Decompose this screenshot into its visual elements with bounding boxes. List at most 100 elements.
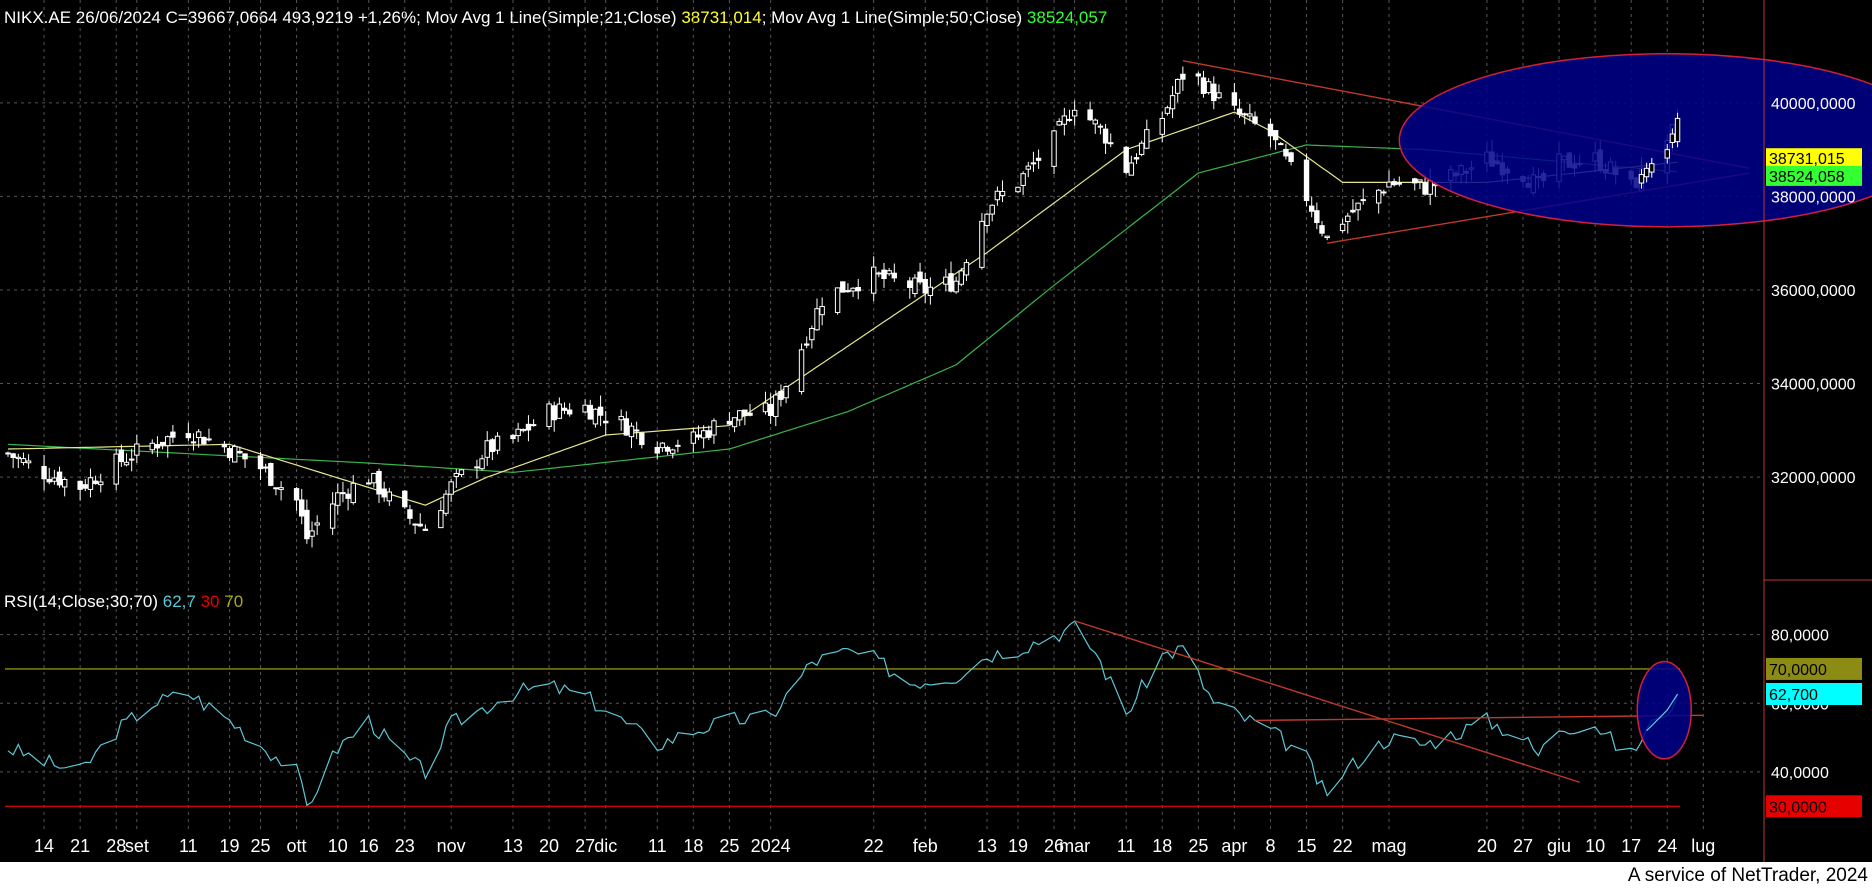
date-tick-label: 25 (719, 836, 739, 856)
date-tick-label: 19 (220, 836, 240, 856)
candle-body (881, 269, 887, 280)
candle-body (989, 204, 995, 215)
candle-body (1252, 116, 1258, 124)
rsi-trendline (1255, 714, 1704, 722)
candle-body (1180, 73, 1186, 80)
candle-body (489, 439, 496, 453)
candle-body (165, 436, 171, 447)
candle-body (814, 308, 820, 331)
candle-body (381, 488, 387, 498)
candle-body (1092, 119, 1098, 125)
candle-body (128, 458, 135, 461)
candle-body (5, 452, 11, 455)
ma21-legend-value: 38731,014 (681, 8, 761, 27)
candle-body (304, 509, 310, 540)
candle-body (92, 480, 99, 485)
candle-body (1669, 133, 1676, 143)
candle-body (628, 425, 635, 438)
date-tick-label: 26 (1044, 836, 1064, 856)
candle-body (1164, 107, 1171, 114)
candle-body (1314, 210, 1320, 224)
candle-body (1339, 223, 1346, 232)
candle-body (566, 409, 573, 415)
price-tick-label: 34000,0000 (1771, 377, 1856, 394)
date-tick-label: feb (913, 836, 938, 856)
date-tick-label: set (125, 836, 149, 856)
candle-body (1144, 129, 1150, 149)
candle-body (1396, 182, 1402, 185)
rsi-levels (5, 668, 1680, 807)
candle-body (747, 412, 753, 416)
candle-body (984, 213, 990, 226)
candle-body (268, 463, 274, 486)
candle-body (1417, 179, 1423, 183)
candle-body (1355, 202, 1361, 211)
candle-body (1108, 142, 1114, 145)
rsi-series (7, 620, 1679, 807)
candle-body (82, 484, 88, 489)
candle-body (56, 471, 63, 486)
candle-body (690, 431, 697, 444)
candle-body (1020, 173, 1026, 186)
candle-body (999, 190, 1006, 197)
candle-body (670, 449, 676, 454)
price-header: NIKX.AE 26/06/2024 C=39667,0664 493,9219… (4, 8, 1107, 27)
candle-body (1360, 199, 1366, 202)
candle-body (742, 409, 748, 417)
candle-body (623, 418, 630, 436)
date-tick-label: 21 (70, 836, 90, 856)
candle-body (948, 273, 954, 292)
candle-body (278, 487, 284, 490)
candle-body (206, 438, 212, 441)
candle-body (1643, 167, 1650, 178)
candle-body (1381, 191, 1387, 194)
candle-body (1128, 162, 1135, 176)
date-tick-label: 18 (1152, 836, 1172, 856)
candle-body (1422, 182, 1428, 195)
candle-body (1303, 159, 1310, 202)
candle-body (726, 420, 733, 425)
candle-body (185, 433, 192, 439)
date-tick-label: 10 (1585, 836, 1605, 856)
candle-body (1216, 92, 1222, 99)
date-tick-label: 20 (1477, 836, 1497, 856)
candle-body (1205, 81, 1212, 94)
candle-body (1056, 121, 1062, 126)
date-tick-label: 17 (1621, 836, 1641, 856)
candle-body (711, 420, 717, 436)
rsi-label: RSI(14;Close;30;70) (4, 592, 158, 611)
footer-credit: A service of NetTrader, 2024 (1627, 865, 1868, 886)
candle-body (1391, 181, 1397, 186)
candle-body (15, 456, 22, 460)
ma21-price-tag: 38731,015 (1769, 151, 1845, 168)
candle-body (592, 408, 599, 425)
candle-body (618, 415, 624, 421)
candle-body (1638, 174, 1645, 184)
date-tick-label: 15 (1297, 836, 1317, 856)
date-tick-label: 27 (1513, 836, 1533, 856)
candle-body (927, 286, 934, 296)
candle-body (783, 386, 789, 399)
candle-body (1412, 178, 1418, 184)
date-tick-label: 27 (575, 836, 595, 856)
candle-body (113, 453, 119, 485)
date-tick-label: mag (1371, 836, 1406, 856)
candle-body (907, 280, 913, 288)
ma50-price-tag: 38524,058 (1769, 169, 1845, 186)
candle-body (1123, 146, 1129, 173)
candle-body (371, 472, 377, 484)
candle-body (61, 479, 68, 488)
candle-body (1649, 163, 1655, 173)
date-tick-label: 13 (503, 836, 523, 856)
candle-body (448, 481, 454, 495)
candle-body (850, 287, 856, 292)
candle-body (870, 266, 877, 294)
candle-body (329, 503, 336, 529)
rsi-high: 70 (224, 592, 243, 611)
candle-body (98, 481, 104, 486)
date-tick-label: 22 (864, 836, 884, 856)
candle-body (551, 405, 557, 421)
candle-body (123, 461, 130, 466)
candle-body (1345, 215, 1351, 223)
